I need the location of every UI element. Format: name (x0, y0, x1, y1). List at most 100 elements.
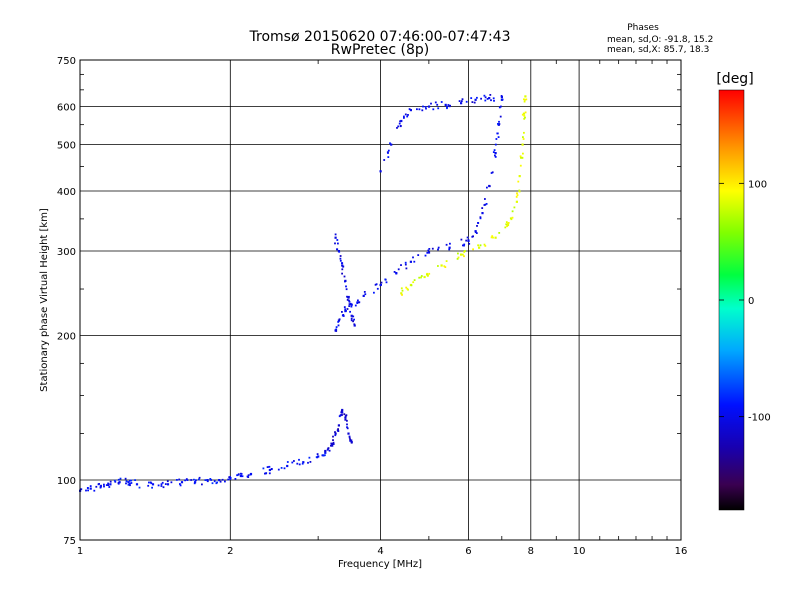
data-point (380, 283, 382, 286)
data-point (500, 96, 503, 99)
data-point (334, 434, 337, 437)
data-point (472, 235, 474, 238)
data-point (363, 291, 366, 293)
data-point (262, 467, 265, 470)
data-point (492, 236, 494, 239)
data-point (479, 217, 482, 220)
data-point (227, 478, 230, 481)
data-point (479, 244, 482, 247)
data-point (166, 480, 169, 483)
x-tick-label: 10 (573, 546, 586, 557)
data-point (219, 480, 222, 483)
data-point (490, 99, 492, 102)
data-point (346, 308, 349, 310)
data-point (339, 259, 342, 262)
data-point (195, 479, 197, 482)
data-point (298, 458, 300, 461)
data-point (496, 132, 499, 135)
data-point (473, 101, 476, 104)
data-point (103, 483, 105, 486)
data-point (354, 304, 357, 307)
data-point (148, 481, 150, 484)
data-point (484, 198, 486, 200)
data-point (345, 310, 347, 312)
data-point (500, 105, 502, 108)
data-point (412, 256, 414, 259)
data-point (488, 97, 491, 100)
data-point (160, 483, 163, 486)
data-point (326, 448, 329, 451)
data-point (353, 318, 355, 321)
data-point (356, 301, 359, 304)
data-point (93, 489, 96, 492)
data-point (130, 479, 133, 482)
x-tick-label: 2 (227, 546, 233, 557)
data-point (107, 484, 110, 486)
data-point (445, 260, 448, 262)
data-point (465, 100, 468, 103)
data-point (427, 249, 430, 252)
data-point (346, 427, 349, 430)
data-point (352, 320, 354, 323)
data-point (500, 95, 503, 97)
data-point (477, 222, 480, 224)
data-point (350, 305, 353, 308)
data-point (346, 295, 348, 298)
data-point (404, 263, 407, 266)
data-point (162, 486, 165, 489)
data-point (331, 442, 334, 445)
data-point (523, 115, 526, 117)
data-point (408, 108, 411, 110)
data-point (348, 305, 351, 307)
data-point (395, 272, 398, 275)
data-point (490, 172, 493, 174)
data-point (413, 260, 416, 263)
data-point (107, 482, 109, 485)
y-tick-label: 75 (63, 536, 76, 547)
trace-e-region-spread (324, 408, 353, 453)
y-tick-label: 750 (57, 56, 76, 67)
data-point (346, 423, 348, 426)
trace-f1-cusp (334, 233, 356, 327)
data-point (270, 468, 273, 471)
data-point (357, 301, 360, 304)
data-point (327, 447, 330, 449)
data-point (494, 154, 496, 157)
data-point (519, 155, 522, 158)
data-point (293, 460, 295, 462)
data-point (457, 252, 459, 255)
data-point (515, 196, 518, 198)
y-tick-label: 200 (57, 332, 76, 343)
data-point (422, 105, 424, 108)
data-point (401, 289, 404, 292)
data-point (338, 250, 341, 253)
data-point (486, 186, 488, 189)
data-point (522, 136, 524, 138)
data-point (324, 451, 327, 454)
data-point (424, 254, 427, 257)
data-point (85, 489, 87, 492)
data-point (465, 239, 468, 242)
data-point (337, 424, 340, 427)
data-point (481, 207, 484, 209)
data-point (166, 483, 170, 486)
data-point (307, 461, 309, 464)
data-point (334, 431, 336, 433)
data-point (373, 291, 375, 294)
data-point (484, 96, 487, 99)
data-point (337, 324, 340, 327)
data-point (341, 311, 343, 313)
data-point (524, 111, 527, 114)
data-point (494, 152, 497, 155)
x-tick-label: 16 (675, 546, 688, 557)
data-point (348, 436, 351, 439)
data-point (397, 125, 400, 128)
data-point (409, 109, 412, 112)
data-point (400, 287, 403, 290)
data-point (330, 442, 333, 445)
data-point (348, 435, 351, 438)
data-point (436, 103, 439, 106)
data-point (350, 439, 353, 442)
data-point (460, 238, 463, 241)
data-point (103, 485, 105, 488)
